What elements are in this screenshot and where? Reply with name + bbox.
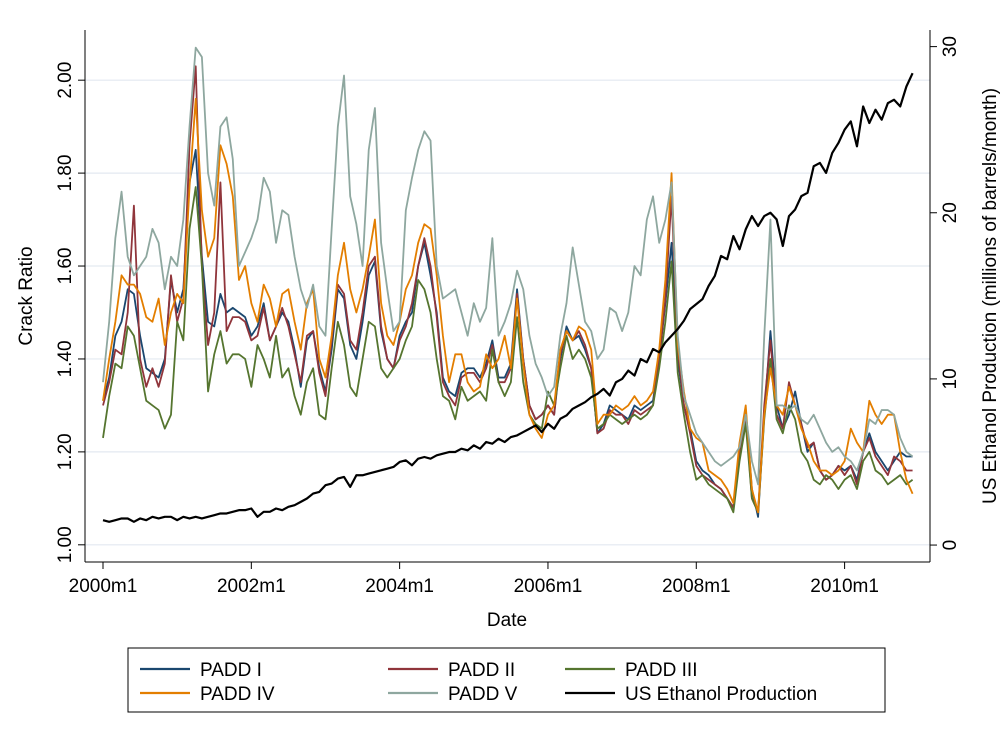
y2-axis-label: US Ethanol Production (millions of barre…: [980, 88, 1001, 504]
x-tick-label: 2002m1: [217, 576, 286, 597]
x-tick-label: 2010m1: [810, 576, 879, 597]
series-line: [102, 46, 914, 486]
series-line: [102, 97, 914, 514]
x-tick-label: 2000m1: [69, 576, 138, 597]
legend-label: PADD V: [448, 684, 518, 705]
legend-label: PADD III: [625, 660, 698, 681]
series-line: [102, 148, 913, 518]
legend-label: PADD IV: [200, 684, 275, 705]
y-tick-label: 1.40: [55, 340, 76, 377]
series-line: [102, 186, 914, 514]
y2-tick-label: 10: [940, 368, 961, 389]
y-tick-label: 1.80: [55, 155, 76, 192]
y2-tick-label: 0: [940, 540, 961, 551]
legend-label: PADD II: [448, 660, 515, 681]
legend-label: PADD I: [200, 660, 262, 681]
series-line: [102, 65, 913, 514]
y-tick-label: 2.00: [55, 62, 76, 99]
x-tick-label: 2004m1: [365, 576, 434, 597]
y2-tick-label: 30: [940, 36, 961, 57]
x-tick-label: 2006m1: [514, 576, 583, 597]
legend-label: US Ethanol Production: [625, 684, 817, 705]
legend-box: [127, 647, 886, 713]
y-axis-label: Crack Ratio: [16, 246, 37, 345]
y-tick-label: 1.00: [55, 526, 76, 563]
y-tick-label: 1.20: [55, 433, 76, 470]
x-tick-label: 2008m1: [662, 576, 731, 597]
y-tick-label: 1.60: [55, 248, 76, 285]
series-line: [102, 72, 914, 523]
x-axis-label: Date: [487, 610, 527, 631]
y2-tick-label: 20: [940, 202, 961, 223]
